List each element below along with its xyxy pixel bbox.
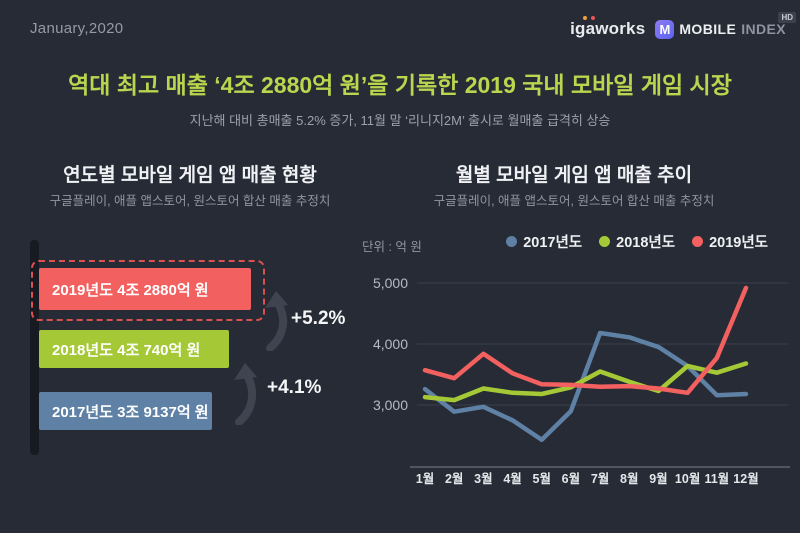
bar-chart-axis — [30, 240, 39, 455]
growth-arrow-icon — [234, 363, 257, 425]
chart-legend: 2017년도 2018년도 2019년도 — [506, 231, 768, 252]
x-tick-label: 12월 — [733, 471, 758, 486]
igaworks-dot-icon — [583, 16, 588, 20]
brand-logos: igaworks M MOBILE INDEX HD — [570, 11, 796, 39]
mobileindex-m-icon: M — [655, 19, 675, 39]
mobileindex-logo-bold: MOBILE — [679, 21, 737, 37]
x-tick-label: 2월 — [445, 471, 463, 486]
legend-dot-icon — [692, 236, 704, 247]
series-line-2017 — [422, 330, 749, 443]
igaworks-logo: igaworks — [570, 16, 646, 39]
legend-item-2019: 2019년도 — [692, 231, 768, 252]
year-bar-2018: 2018년도 4조 740억 원 — [39, 330, 229, 368]
x-tick-label: 6월 — [562, 471, 580, 486]
year-bar-2019: 2019년도 4조 2880억 원 — [39, 268, 251, 310]
hd-badge: HD — [778, 11, 796, 23]
x-tick-label: 5월 — [533, 471, 551, 486]
mobileindex-logo-light: INDEX — [741, 21, 786, 37]
unit-label: 단위 : 억 원 — [362, 240, 422, 254]
x-tick-label: 9월 — [649, 471, 667, 486]
growth-arrow-icon — [265, 291, 288, 351]
series-line-2019 — [422, 285, 749, 396]
growth-label-2018: +4.1% — [267, 377, 322, 398]
report-date: January,2020 — [30, 20, 124, 37]
legend-item-2018: 2018년도 — [599, 231, 675, 252]
mobileindex-logo: M MOBILE INDEX HD — [655, 11, 796, 39]
line-chart-subtitle: 구글플레이, 애플 앱스토어, 원스토어 합산 매출 추정치 — [433, 194, 715, 208]
y-tick-label: 5,000 — [373, 275, 408, 291]
page-subtitle: 지난해 대비 총매출 5.2% 증가, 11월 말 ‘리니지2M’ 출시로 월매… — [189, 113, 611, 128]
bar-chart-subtitle: 구글플레이, 애플 앱스토어, 원스토어 합산 매출 추정치 — [49, 194, 331, 208]
legend-label: 2018년도 — [616, 235, 676, 251]
series-line-2018 — [422, 361, 749, 403]
x-tick-label: 8월 — [620, 471, 638, 486]
highlight-dashed-box — [31, 260, 265, 321]
page-title: 역대 최고 매출 ‘4조 2880억 원’을 기록한 2019 국내 모바일 게… — [68, 72, 732, 98]
line-chart: 5,000 4,000 3,000 1월 2월 3월 4월 5월 6월 7월 8월 9월 10월 11월 1… — [373, 275, 790, 486]
legend-label: 2019년도 — [709, 235, 768, 251]
x-tick-label: 11월 — [704, 471, 729, 486]
igaworks-logo-text: igaworks — [570, 19, 646, 38]
line-chart-title: 월별 모바일 게임 앱 매출 추이 — [455, 165, 693, 186]
bar-chart-title: 연도별 모바일 게임 앱 매출 현황 — [63, 165, 317, 186]
legend-item-2017: 2017년도 — [506, 231, 582, 252]
x-tick-label: 1월 — [416, 471, 434, 486]
x-tick-label: 7월 — [591, 471, 609, 486]
growth-label-2019: +5.2% — [291, 308, 346, 329]
y-tick-label: 4,000 — [373, 336, 408, 352]
x-tick-label: 3월 — [474, 471, 492, 486]
y-tick-label: 3,000 — [373, 397, 408, 413]
legend-dot-icon — [506, 236, 518, 247]
x-tick-label: 4월 — [503, 471, 521, 486]
x-tick-label: 10월 — [675, 471, 700, 486]
legend-label: 2017년도 — [523, 235, 583, 251]
igaworks-dot-icon — [591, 16, 596, 20]
year-bar-2017: 2017년도 3조 9137억 원 — [39, 392, 212, 430]
legend-dot-icon — [599, 236, 611, 247]
